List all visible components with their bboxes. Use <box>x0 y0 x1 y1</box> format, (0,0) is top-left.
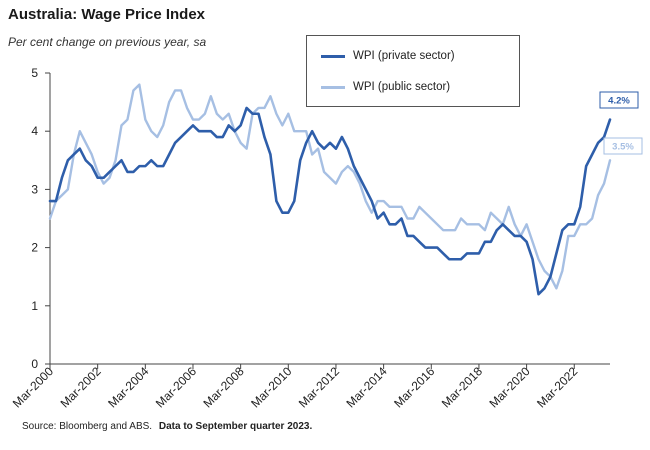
legend-label-private: WPI (private sector) <box>353 50 455 62</box>
footer-source: Source: Bloomberg and ABS. <box>22 421 153 432</box>
y-tick-label: 4 <box>31 124 38 138</box>
x-tick-label: Mar-2012 <box>296 364 342 410</box>
x-tick-label: Mar-2004 <box>105 364 151 410</box>
end-label-private-box <box>599 91 639 109</box>
y-tick-label: 0 <box>31 357 38 371</box>
series-line-public <box>48 83 612 290</box>
x-tick-label: Mar-2014 <box>344 364 390 410</box>
end-label-public-box <box>603 137 643 155</box>
chart-subtitle: Per cent change on previous year, sa <box>8 35 207 49</box>
x-tick-label: Mar-2018 <box>439 364 485 410</box>
end-label-public: 3.5% <box>612 142 634 153</box>
y-tick-label: 2 <box>31 241 38 255</box>
chart-title: Australia: Wage Price Index <box>8 6 206 23</box>
legend-swatch-private <box>321 54 345 58</box>
x-tick-label: Mar-2016 <box>391 364 437 410</box>
legend-swatch-public <box>321 85 345 89</box>
y-tick-label: 5 <box>31 66 38 80</box>
x-tick-label: Mar-2022 <box>534 364 580 410</box>
legend-label-public: WPI (public sector) <box>353 81 451 93</box>
x-tick-label: Mar-2010 <box>248 364 294 410</box>
legend-item-private: WPI (private sector) <box>321 50 455 62</box>
x-tick-label: Mar-2002 <box>58 364 104 410</box>
legend-item-public: WPI (public sector) <box>321 81 450 93</box>
y-tick-label: 3 <box>31 182 38 196</box>
end-label-private: 4.2% <box>608 96 630 107</box>
chart-legend: WPI (private sector) WPI (public sector) <box>306 35 520 107</box>
x-tick-label: Mar-2020 <box>487 364 533 410</box>
footer-note: Data to September quarter 2023. <box>158 421 313 432</box>
x-tick-label: Mar-2008 <box>201 364 247 410</box>
chart-footer: Source: Bloomberg and ABS. Data to Septe… <box>22 421 312 432</box>
y-tick-label: 1 <box>31 299 38 313</box>
x-tick-label: Mar-2006 <box>153 364 199 410</box>
series-line-private <box>48 106 612 296</box>
